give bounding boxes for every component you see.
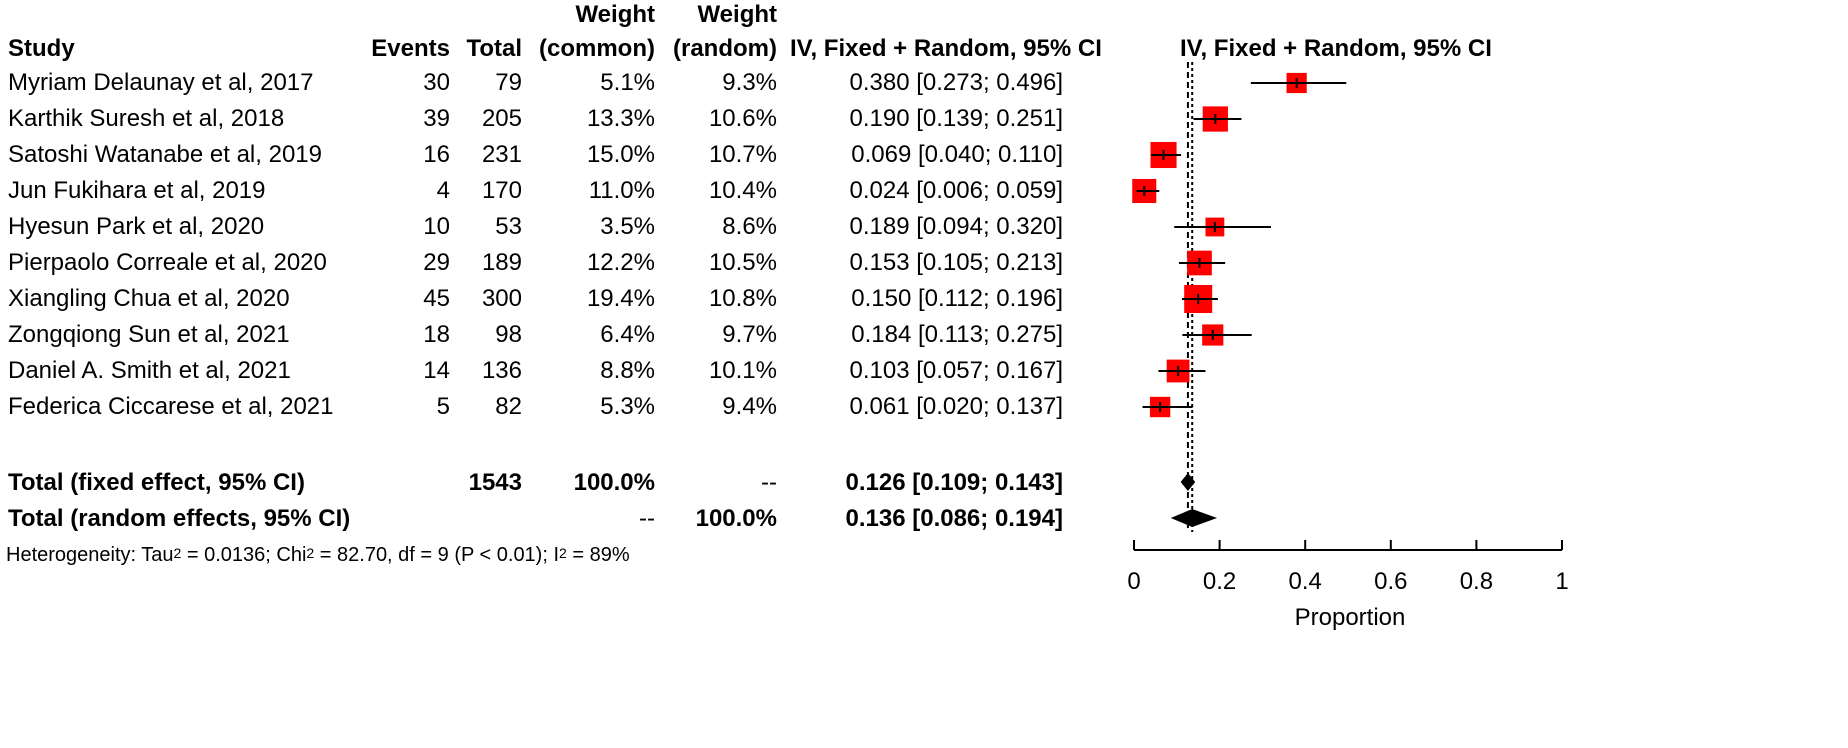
random-weight-common: --	[639, 505, 655, 532]
study-weight-common: 19.4%	[586, 285, 655, 312]
study-name: Daniel A. Smith et al, 2021	[8, 357, 291, 384]
heterogeneity-text: Heterogeneity: Tau2 = 0.0136; Chi2 = 82.…	[6, 544, 630, 566]
study-events: 45	[423, 285, 450, 312]
study-ci-text: 0.103 [0.057; 0.167]	[849, 357, 1063, 384]
study-events: 4	[436, 177, 450, 204]
header-weight-random-bottom: (random)	[673, 35, 777, 62]
x-axis-title: Proportion	[1294, 604, 1406, 631]
study-total: 79	[495, 69, 522, 96]
study-name: Jun Fukihara et al, 2019	[8, 177, 266, 204]
study-total: 53	[495, 213, 522, 240]
study-weight-random: 8.6%	[722, 213, 777, 240]
random-weight-random: 100.0%	[695, 505, 777, 532]
study-events: 30	[423, 69, 450, 96]
study-ci-text: 0.153 [0.105; 0.213]	[849, 249, 1063, 276]
header-ci-text: IV, Fixed + Random, 95% CI	[790, 35, 1102, 62]
study-ci-text: 0.380 [0.273; 0.496]	[849, 69, 1063, 96]
study-weight-random: 10.4%	[708, 177, 777, 204]
study-total: 231	[481, 141, 522, 168]
header-weight-random-top: Weight	[697, 1, 777, 28]
x-tick-label: 0	[1127, 568, 1141, 595]
study-weight-random: 9.4%	[722, 393, 777, 420]
study-weight-random: 9.3%	[722, 69, 777, 96]
study-total: 300	[481, 285, 522, 312]
study-weight-common: 5.3%	[600, 393, 655, 420]
fixed-total: 1543	[468, 469, 522, 496]
study-weight-random: 10.5%	[708, 249, 777, 276]
study-name: Xiangling Chua et al, 2020	[8, 285, 290, 312]
x-tick-label: 0.8	[1459, 568, 1494, 595]
study-weight-random: 10.6%	[708, 105, 777, 132]
header-total: Total	[466, 35, 522, 62]
study-total: 82	[495, 393, 522, 420]
study-events: 5	[436, 393, 450, 420]
study-name: Federica Ciccarese et al, 2021	[8, 393, 334, 420]
study-name: Zongqiong Sun et al, 2021	[8, 321, 290, 348]
study-total: 170	[481, 177, 522, 204]
study-events: 29	[423, 249, 450, 276]
study-name: Satoshi Watanabe et al, 2019	[8, 141, 322, 168]
random-ci-text: 0.136 [0.086; 0.194]	[845, 505, 1064, 532]
study-ci-text: 0.061 [0.020; 0.137]	[849, 393, 1063, 420]
study-weight-common: 6.4%	[600, 321, 655, 348]
header-events: Events	[371, 35, 450, 62]
study-weight-random: 10.8%	[708, 285, 777, 312]
study-events: 18	[423, 321, 450, 348]
header-weight-common-top: Weight	[575, 1, 655, 28]
study-weight-random: 10.7%	[708, 141, 777, 168]
study-ci-text: 0.024 [0.006; 0.059]	[849, 177, 1063, 204]
study-total: 98	[495, 321, 522, 348]
study-ci-text: 0.190 [0.139; 0.251]	[849, 105, 1063, 132]
study-weight-common: 13.3%	[586, 105, 655, 132]
fixed-ci-text: 0.126 [0.109; 0.143]	[845, 469, 1064, 496]
study-total: 136	[481, 357, 522, 384]
fixed-weight-random: --	[761, 469, 777, 496]
study-name: Pierpaolo Correale et al, 2020	[8, 249, 327, 276]
study-weight-common: 8.8%	[600, 357, 655, 384]
study-weight-common: 12.2%	[586, 249, 655, 276]
study-events: 14	[423, 357, 450, 384]
study-ci-text: 0.150 [0.112; 0.196]	[851, 285, 1063, 312]
study-weight-common: 15.0%	[586, 141, 655, 168]
study-weight-random: 9.7%	[722, 321, 777, 348]
study-weight-common: 3.5%	[600, 213, 655, 240]
study-name: Hyesun Park et al, 2020	[8, 213, 265, 240]
study-ci-text: 0.069 [0.040; 0.110]	[851, 141, 1063, 168]
fixed-diamond	[1180, 473, 1196, 491]
study-ci-text: 0.189 [0.094; 0.320]	[849, 213, 1063, 240]
study-name: Karthik Suresh et al, 2018	[8, 105, 285, 132]
x-tick-label: 0.4	[1288, 568, 1322, 595]
study-weight-common: 5.1%	[600, 69, 655, 96]
header-weight-common-bottom: (common)	[539, 35, 655, 62]
fixed-weight-common: 100.0%	[573, 469, 655, 496]
x-tick-label: 0.2	[1202, 568, 1237, 595]
study-events: 39	[423, 105, 450, 132]
x-tick-label: 0.6	[1374, 568, 1408, 595]
study-name: Myriam Delaunay et al, 2017	[8, 69, 314, 96]
x-tick-label: 1	[1555, 568, 1569, 595]
study-events: 16	[423, 141, 450, 168]
header-study: Study	[8, 35, 75, 62]
study-weight-common: 11.0%	[588, 177, 655, 204]
study-ci-text: 0.184 [0.113; 0.275]	[851, 321, 1063, 348]
study-weight-random: 10.1%	[708, 357, 777, 384]
study-total: 205	[481, 105, 522, 132]
header-ci-plot: IV, Fixed + Random, 95% CI	[1180, 35, 1492, 62]
random-diamond	[1170, 509, 1218, 527]
study-events: 10	[423, 213, 450, 240]
random-label: Total (random effects, 95% CI)	[8, 505, 351, 532]
fixed-label: Total (fixed effect, 95% CI)	[8, 469, 305, 496]
study-total: 189	[481, 249, 522, 276]
